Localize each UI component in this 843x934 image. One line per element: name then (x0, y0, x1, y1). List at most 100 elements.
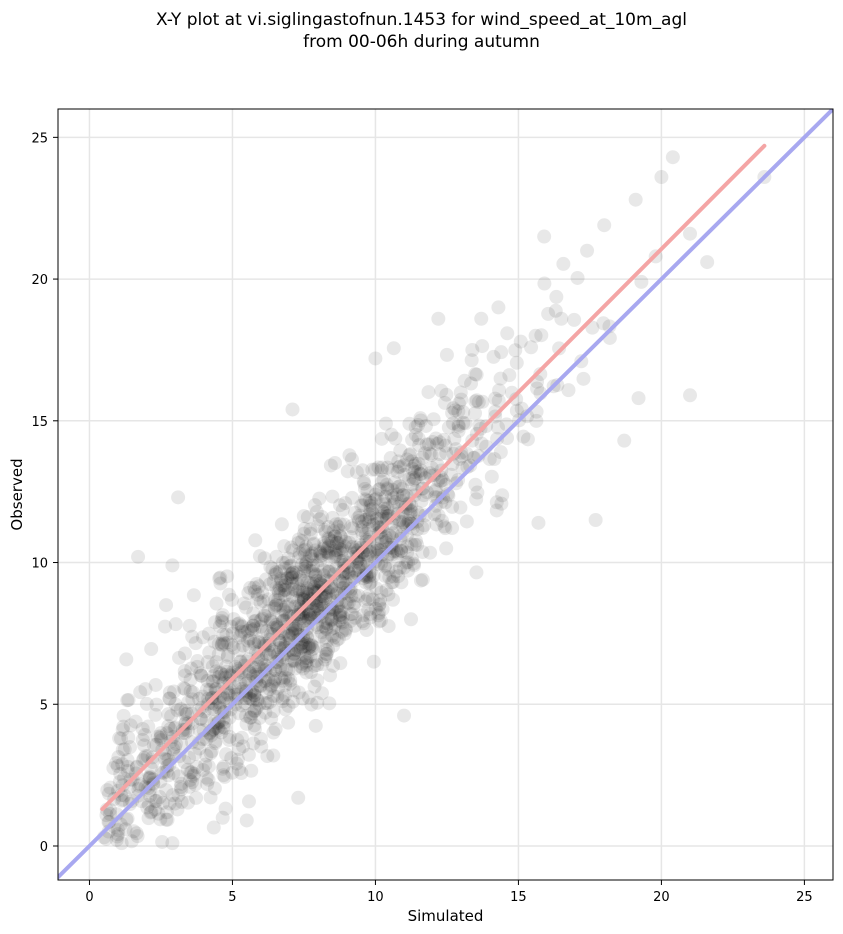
scatter-point (253, 679, 268, 694)
scatter-point (329, 536, 344, 551)
scatter-point (165, 836, 180, 851)
scatter-point (338, 621, 353, 636)
scatter-point (361, 602, 376, 617)
scatter-point (388, 431, 403, 446)
scatter-point (141, 719, 156, 734)
scatter-point (337, 626, 352, 641)
scatter-point (157, 751, 172, 766)
scatter-point (178, 715, 193, 730)
scatter-point (321, 642, 336, 657)
scatter-point (548, 303, 563, 318)
scatter-point (299, 560, 314, 575)
scatter-point (358, 594, 373, 609)
scatter-point (440, 487, 455, 502)
scatter-point (304, 697, 319, 712)
scatter-point (297, 559, 312, 574)
scatter-point (654, 170, 669, 185)
scatter-point (116, 708, 131, 723)
scatter-point (310, 602, 325, 617)
scatter-point (489, 503, 504, 518)
scatter-point (219, 659, 234, 674)
scatter-point (331, 631, 346, 646)
scatter-point (205, 674, 220, 689)
scatter-point (287, 623, 302, 638)
scatter-point (301, 607, 316, 622)
scatter-point (426, 412, 441, 427)
chart-title-line1: X-Y plot at vi.siglingastofnun.1453 for … (155, 10, 687, 30)
scatter-point (459, 514, 474, 529)
scatter-point (530, 381, 545, 396)
scatter-point (162, 691, 177, 706)
scatter-point (246, 618, 261, 633)
scatter-point (367, 492, 382, 507)
scatter-point (456, 415, 471, 430)
scatter-point (292, 582, 307, 597)
scatter-point (171, 490, 186, 505)
scatter-point (144, 804, 159, 819)
scatter-point (102, 807, 117, 822)
x-axis-label: Simulated (408, 907, 484, 925)
scatter-point (634, 274, 649, 289)
scatter-point (323, 458, 338, 473)
scatter-point (109, 756, 124, 771)
scatter-point (378, 535, 393, 550)
scatter-point (285, 654, 300, 669)
scatter-point (299, 539, 314, 554)
scatter-point (408, 456, 423, 471)
y-tick-label: 20 (31, 273, 48, 288)
scatter-point (377, 559, 392, 574)
scatter-point (130, 829, 145, 844)
scatter-point (266, 675, 281, 690)
scatter-point (189, 760, 204, 775)
scatter-point (215, 615, 230, 630)
scatter-point (351, 513, 366, 528)
scatter-point (268, 671, 283, 686)
scatter-point (408, 533, 423, 548)
scatter-point (162, 691, 177, 706)
scatter-point (337, 539, 352, 554)
scatter-point (628, 192, 643, 207)
scatter-point (212, 722, 227, 737)
scatter-point (415, 545, 430, 560)
scatter-point (312, 580, 327, 595)
scatter-point (247, 688, 262, 703)
scatter-point (224, 669, 239, 684)
scatter-point (209, 596, 224, 611)
scatter-point (356, 474, 371, 489)
scatter-point (328, 529, 343, 544)
scatter-point (260, 749, 275, 764)
scatter-point (567, 312, 582, 327)
scatter-point (237, 596, 252, 611)
scatter-point (290, 584, 305, 599)
scatter-point (407, 558, 422, 573)
scatter-point (246, 693, 261, 708)
scatter-point (247, 718, 262, 733)
scatter-point (288, 618, 303, 633)
scatter-point (394, 541, 409, 556)
x-tick-label: 15 (510, 890, 527, 905)
scatter-point (300, 575, 315, 590)
scatter-point (282, 628, 297, 643)
scatter-point (226, 612, 241, 627)
scatter-point (304, 549, 319, 564)
scatter-point (231, 762, 246, 777)
scatter-point (227, 680, 242, 695)
scatter-point (188, 777, 203, 792)
scatter-point (245, 623, 260, 638)
scatter-point (428, 484, 443, 499)
scatter-point (493, 371, 508, 386)
scatter-point (405, 432, 420, 447)
scatter-point (400, 452, 415, 467)
scatter-point (404, 612, 419, 627)
scatter-point (385, 526, 400, 541)
scatter-point (347, 563, 362, 578)
scatter-point (322, 538, 337, 553)
scatter-point (277, 588, 292, 603)
scatter-point (415, 572, 430, 587)
scatter-point (332, 613, 347, 628)
scatter-point (161, 707, 176, 722)
scatter-point (299, 665, 314, 680)
scatter-point (174, 794, 189, 809)
scatter-point (402, 472, 417, 487)
scatter-point (279, 599, 294, 614)
